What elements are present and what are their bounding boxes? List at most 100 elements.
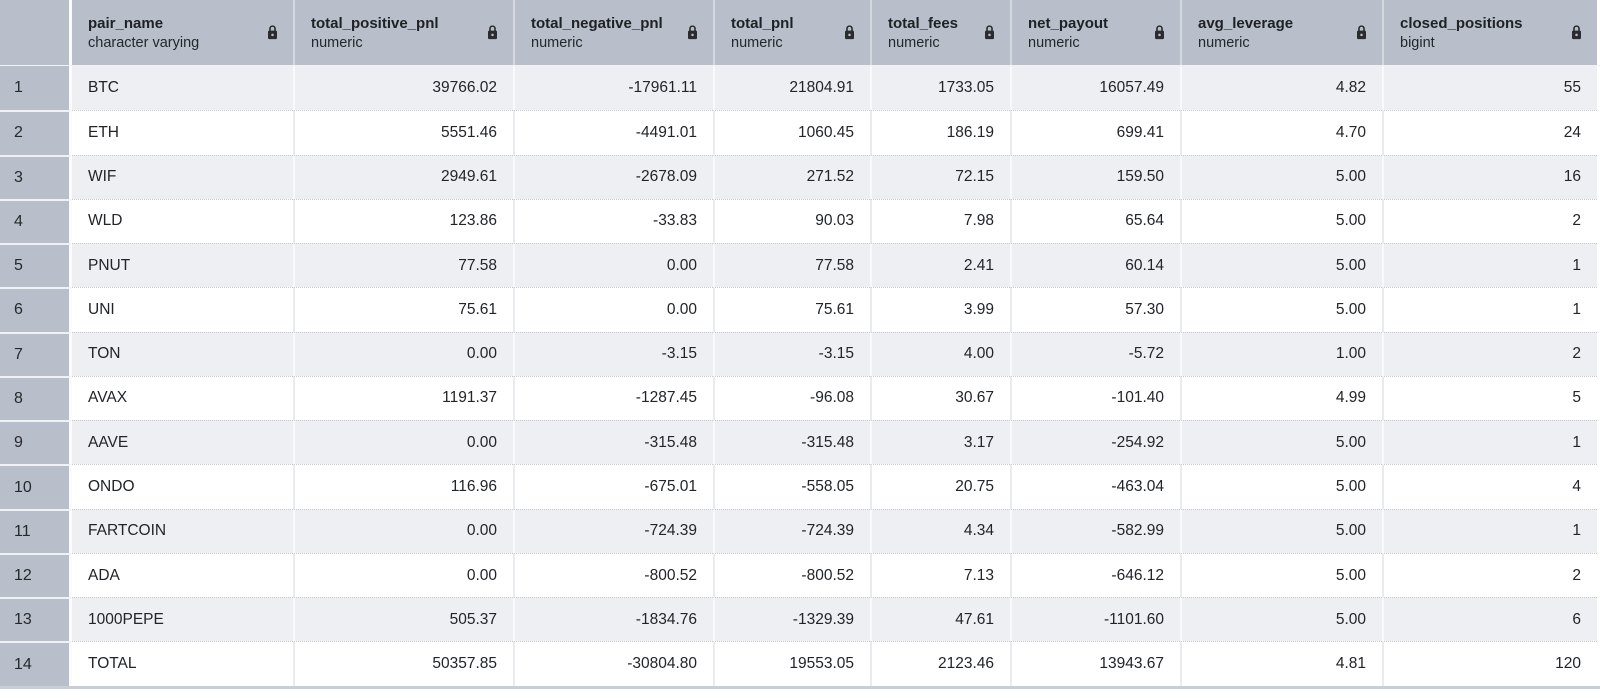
cell-total_positive_pnl[interactable]: 75.61 [293, 287, 513, 332]
cell-avg_leverage[interactable]: 5.00 [1180, 287, 1382, 332]
cell-closed_positions[interactable]: 24 [1382, 110, 1597, 155]
cell-net_payout[interactable]: -254.92 [1010, 420, 1180, 465]
cell-pair_name[interactable]: AVAX [72, 375, 293, 421]
cell-net_payout[interactable]: 13943.67 [1010, 641, 1180, 686]
column-header-total_positive_pnl[interactable]: total_positive_pnl numeric [293, 0, 513, 65]
cell-pair_name[interactable]: WIF [72, 154, 293, 199]
cell-avg_leverage[interactable]: 4.81 [1180, 641, 1382, 686]
cell-pair_name[interactable]: AAVE [72, 420, 293, 465]
row-number[interactable]: 5 [0, 243, 72, 288]
cell-total_negative_pnl[interactable]: -33.83 [513, 198, 713, 244]
cell-net_payout[interactable]: 699.41 [1010, 110, 1180, 155]
cell-net_payout[interactable]: -5.72 [1010, 331, 1180, 376]
column-header-net_payout[interactable]: net_payout numeric [1010, 0, 1180, 65]
cell-closed_positions[interactable]: 1 [1382, 420, 1597, 465]
cell-total_pnl[interactable]: 1060.45 [713, 110, 870, 155]
cell-closed_positions[interactable]: 1 [1382, 508, 1597, 553]
row-number[interactable]: 10 [0, 464, 72, 509]
cell-total_positive_pnl[interactable]: 2949.61 [293, 154, 513, 199]
cell-total_pnl[interactable]: -558.05 [713, 464, 870, 509]
cell-total_pnl[interactable]: -1329.39 [713, 597, 870, 642]
cell-total_negative_pnl[interactable]: -800.52 [513, 552, 713, 598]
cell-total_fees[interactable]: 30.67 [870, 375, 1010, 421]
cell-total_positive_pnl[interactable]: 50357.85 [293, 641, 513, 686]
cell-pair_name[interactable]: ETH [72, 110, 293, 155]
cell-total_fees[interactable]: 20.75 [870, 464, 1010, 509]
row-number[interactable]: 6 [0, 287, 72, 332]
row-number[interactable]: 3 [0, 154, 72, 199]
cell-closed_positions[interactable]: 2 [1382, 198, 1597, 244]
cell-total_fees[interactable]: 2.41 [870, 243, 1010, 288]
cell-total_negative_pnl[interactable]: -724.39 [513, 508, 713, 553]
cell-total_pnl[interactable]: -96.08 [713, 375, 870, 421]
cell-closed_positions[interactable]: 2 [1382, 552, 1597, 598]
cell-closed_positions[interactable]: 2 [1382, 331, 1597, 376]
cell-pair_name[interactable]: FARTCOIN [72, 508, 293, 553]
cell-total_pnl[interactable]: 21804.91 [713, 66, 870, 111]
cell-total_fees[interactable]: 7.98 [870, 198, 1010, 244]
cell-pair_name[interactable]: TOTAL [72, 641, 293, 686]
cell-total_negative_pnl[interactable]: -4491.01 [513, 110, 713, 155]
cell-avg_leverage[interactable]: 5.00 [1180, 552, 1382, 598]
cell-total_fees[interactable]: 4.34 [870, 508, 1010, 553]
cell-avg_leverage[interactable]: 5.00 [1180, 597, 1382, 642]
cell-total_fees[interactable]: 2123.46 [870, 641, 1010, 686]
cell-total_negative_pnl[interactable]: 0.00 [513, 287, 713, 332]
cell-pair_name[interactable]: UNI [72, 287, 293, 332]
cell-total_pnl[interactable]: -800.52 [713, 552, 870, 598]
cell-total_positive_pnl[interactable]: 5551.46 [293, 110, 513, 155]
cell-total_negative_pnl[interactable]: -1834.76 [513, 597, 713, 642]
cell-pair_name[interactable]: ONDO [72, 464, 293, 509]
cell-total_fees[interactable]: 72.15 [870, 154, 1010, 199]
cell-avg_leverage[interactable]: 5.00 [1180, 243, 1382, 288]
row-number[interactable]: 12 [0, 552, 72, 598]
cell-total_fees[interactable]: 3.17 [870, 420, 1010, 465]
cell-closed_positions[interactable]: 1 [1382, 243, 1597, 288]
cell-avg_leverage[interactable]: 5.00 [1180, 508, 1382, 553]
cell-total_pnl[interactable]: 75.61 [713, 287, 870, 332]
cell-total_negative_pnl[interactable]: 0.00 [513, 243, 713, 288]
row-number[interactable]: 11 [0, 508, 72, 553]
cell-total_fees[interactable]: 4.00 [870, 331, 1010, 376]
cell-net_payout[interactable]: 16057.49 [1010, 66, 1180, 111]
cell-avg_leverage[interactable]: 5.00 [1180, 154, 1382, 199]
column-header-total_negative_pnl[interactable]: total_negative_pnl numeric [513, 0, 713, 65]
cell-net_payout[interactable]: -646.12 [1010, 552, 1180, 598]
cell-avg_leverage[interactable]: 4.82 [1180, 66, 1382, 111]
cell-closed_positions[interactable]: 1 [1382, 287, 1597, 332]
corner-cell[interactable] [0, 0, 72, 65]
cell-total_positive_pnl[interactable]: 123.86 [293, 198, 513, 244]
cell-total_pnl[interactable]: -724.39 [713, 508, 870, 553]
cell-avg_leverage[interactable]: 1.00 [1180, 331, 1382, 376]
row-number[interactable]: 4 [0, 198, 72, 244]
cell-avg_leverage[interactable]: 5.00 [1180, 464, 1382, 509]
column-header-avg_leverage[interactable]: avg_leverage numeric [1180, 0, 1382, 65]
cell-pair_name[interactable]: 1000PEPE [72, 597, 293, 642]
cell-total_positive_pnl[interactable]: 0.00 [293, 552, 513, 598]
cell-net_payout[interactable]: 60.14 [1010, 243, 1180, 288]
column-header-closed_positions[interactable]: closed_positions bigint [1382, 0, 1597, 65]
cell-total_pnl[interactable]: 19553.05 [713, 641, 870, 686]
column-header-total_pnl[interactable]: total_pnl numeric [713, 0, 870, 65]
cell-net_payout[interactable]: -463.04 [1010, 464, 1180, 509]
cell-net_payout[interactable]: 65.64 [1010, 198, 1180, 244]
cell-closed_positions[interactable]: 120 [1382, 641, 1597, 686]
cell-total_pnl[interactable]: -315.48 [713, 420, 870, 465]
row-number[interactable]: 14 [0, 641, 72, 686]
cell-total_negative_pnl[interactable]: -1287.45 [513, 375, 713, 421]
column-header-total_fees[interactable]: total_fees numeric [870, 0, 1010, 65]
cell-total_positive_pnl[interactable]: 1191.37 [293, 375, 513, 421]
cell-net_payout[interactable]: 159.50 [1010, 154, 1180, 199]
row-number[interactable]: 1 [0, 66, 72, 111]
cell-total_positive_pnl[interactable]: 77.58 [293, 243, 513, 288]
cell-total_pnl[interactable]: -3.15 [713, 331, 870, 376]
cell-total_positive_pnl[interactable]: 505.37 [293, 597, 513, 642]
cell-total_fees[interactable]: 186.19 [870, 110, 1010, 155]
cell-closed_positions[interactable]: 5 [1382, 375, 1597, 421]
cell-total_negative_pnl[interactable]: -30804.80 [513, 641, 713, 686]
cell-total_pnl[interactable]: 77.58 [713, 243, 870, 288]
cell-total_negative_pnl[interactable]: -2678.09 [513, 154, 713, 199]
cell-closed_positions[interactable]: 4 [1382, 464, 1597, 509]
cell-total_fees[interactable]: 1733.05 [870, 66, 1010, 111]
cell-net_payout[interactable]: -101.40 [1010, 375, 1180, 421]
